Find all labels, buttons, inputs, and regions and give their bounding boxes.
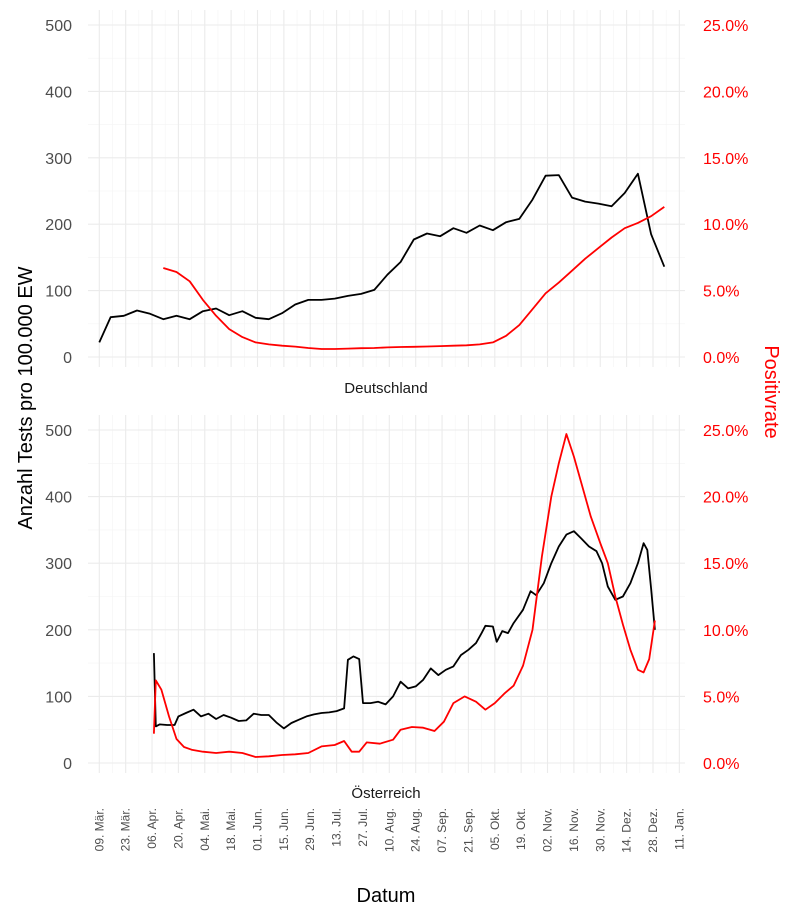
x-tick-label: 24. Aug. — [409, 808, 423, 852]
x-axis-ticks: 09. Mär. 23. Mär. 06. Apr. 20. Apr. 04. Mai.… — [92, 808, 686, 853]
y-tick-label-left: 100 — [45, 689, 72, 706]
y-tick-label-left: 0 — [63, 756, 72, 773]
y-axis-title-right: Positivrate — [760, 345, 782, 438]
y-tick-label-left: 300 — [45, 556, 72, 573]
x-tick-label: 14. Dez. — [620, 808, 634, 853]
x-tick-label: 05. Okt. — [488, 808, 502, 850]
y-tick-label-right: 15.0% — [703, 556, 748, 573]
x-tick-label: 11. Jan. — [672, 808, 686, 850]
x-tick-label: 04. Mai. — [198, 808, 212, 851]
y-tick-label-right: 20.0% — [703, 84, 748, 101]
series-line-tests — [153, 530, 656, 730]
y-tick-label-left: 500 — [45, 423, 72, 440]
facet-label-oesterreich: Österreich — [351, 784, 420, 802]
x-tick-label: 20. Apr. — [171, 808, 185, 849]
y-tick-label-right: 20.0% — [703, 490, 748, 507]
x-tick-label: 06. Apr. — [145, 808, 159, 849]
x-tick-label: 13. Jul. — [330, 808, 344, 847]
y-tick-label-right: 0.0% — [703, 350, 739, 367]
series-line-positivrate — [153, 433, 656, 758]
x-tick-label: 23. Mär. — [119, 808, 133, 851]
y-tick-label-left: 400 — [45, 490, 72, 507]
y-tick-label-right: 10.0% — [703, 623, 748, 640]
x-tick-label: 10. Aug. — [382, 808, 396, 852]
y-axis-title-left: Anzahl Tests pro 100.000 EW — [15, 266, 37, 529]
x-tick-label: 27. Jul. — [356, 808, 370, 847]
x-tick-label: 02. Nov. — [541, 808, 555, 852]
y-tick-label-left: 0 — [63, 350, 72, 367]
x-tick-label: 09. Mär. — [92, 808, 106, 851]
x-tick-label: 28. Dez. — [646, 808, 660, 853]
x-tick-label: 19. Okt. — [514, 808, 528, 850]
y-tick-label-right: 15.0% — [703, 151, 748, 168]
x-tick-label: 15. Jun. — [277, 808, 291, 851]
x-tick-label: 16. Nov. — [567, 808, 581, 852]
x-tick-label: 07. Sep. — [435, 808, 449, 853]
x-tick-label: 29. Jun. — [303, 808, 317, 851]
y-tick-label-left: 200 — [45, 623, 72, 640]
panel-deutschland: 0 100 200 300 400 500 0.0% 5.0% 10.0% 15.0% 20.0% 2… — [45, 10, 748, 367]
facet-label-deutschland: Deutschland — [344, 380, 427, 397]
y-tick-label-left: 300 — [45, 151, 72, 168]
y-tick-label-right: 25.0% — [703, 423, 748, 440]
panel-oesterreich: 0 100 200 300 400 500 0.0% 5.0% 10.0% 15.0% 20.0% 2… — [45, 415, 748, 773]
y-tick-label-right: 5.0% — [703, 284, 739, 301]
y-tick-label-left: 100 — [45, 284, 72, 301]
y-tick-label-right: 10.0% — [703, 217, 748, 234]
x-tick-label: 18. Mai. — [224, 808, 238, 851]
x-tick-label: 21. Sep. — [461, 808, 475, 853]
x-tick-label: 01. Jun. — [251, 808, 265, 851]
y-tick-label-left: 200 — [45, 217, 72, 234]
series-line-positivrate — [163, 206, 665, 350]
y-tick-label-right: 5.0% — [703, 689, 739, 706]
x-axis-title: Datum — [357, 885, 416, 907]
series-line-tests — [98, 172, 666, 343]
x-tick-label: 30. Nov. — [593, 808, 607, 852]
y-tick-label-right: 25.0% — [703, 18, 748, 35]
y-tick-label-right: 0.0% — [703, 756, 739, 773]
y-tick-label-left: 500 — [45, 18, 72, 35]
y-tick-label-left: 400 — [45, 84, 72, 101]
